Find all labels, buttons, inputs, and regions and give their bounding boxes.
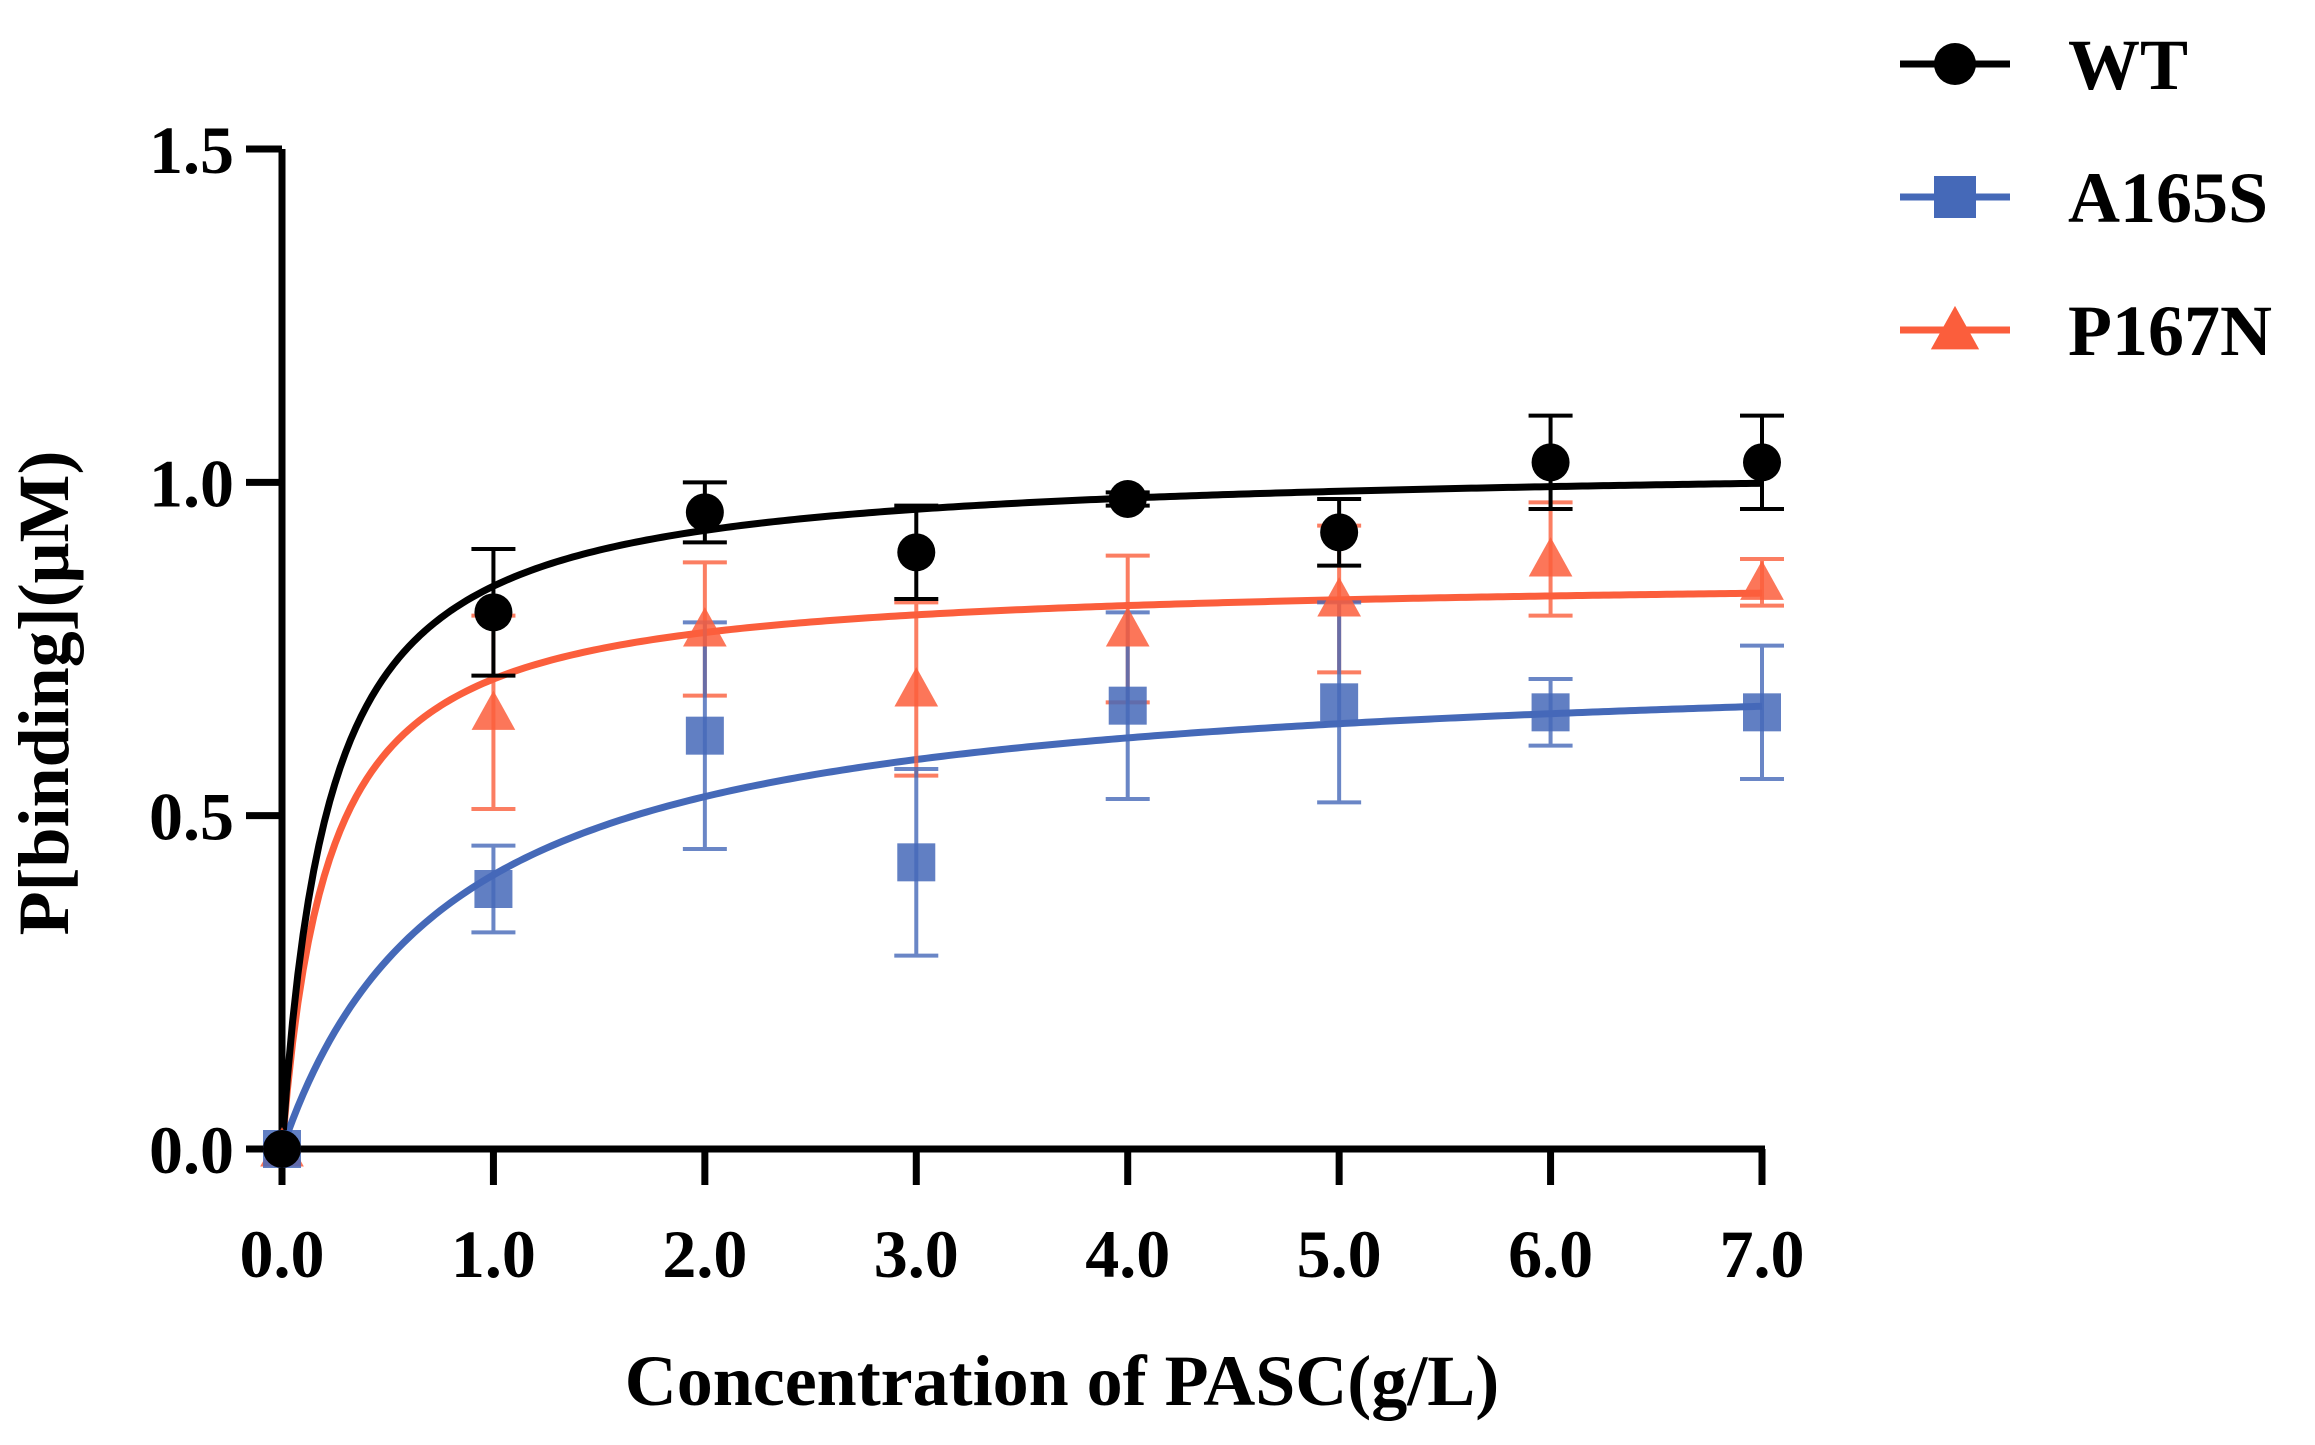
legend-item-wt: WT bbox=[1900, 25, 2188, 105]
y-tick-label: 0.5 bbox=[149, 779, 234, 855]
x-axis-ticks: 0.0 1.0 2.0 3.0 4.0 5.0 6.0 7.0 bbox=[240, 1149, 1805, 1292]
data-point-p167n bbox=[1528, 537, 1573, 577]
data-point-wt bbox=[1320, 513, 1359, 552]
data-point-a165s bbox=[685, 716, 724, 755]
data-point-a165s bbox=[897, 843, 936, 882]
data-point-p167n bbox=[1105, 607, 1150, 647]
data-point-wt bbox=[474, 593, 513, 632]
data-point-wt bbox=[263, 1130, 301, 1168]
x-tick-label: 0.0 bbox=[240, 1216, 325, 1292]
x-tick-label: 3.0 bbox=[874, 1216, 959, 1292]
x-axis-title: Concentration of PASC(g/L) bbox=[625, 1341, 1500, 1421]
y-tick-label: 1.5 bbox=[149, 112, 234, 188]
y-tick-label: 0.0 bbox=[149, 1112, 234, 1188]
data-point-a165s bbox=[1743, 693, 1781, 732]
legend-marker-wt bbox=[1934, 43, 1976, 85]
legend-item-a165s: A165S bbox=[1900, 158, 2268, 238]
data-point-wt bbox=[1108, 480, 1147, 518]
data-point-p167n bbox=[683, 607, 727, 647]
x-tick-label: 5.0 bbox=[1297, 1216, 1382, 1292]
data-point-p167n bbox=[894, 667, 939, 707]
legend: WT A165S P167N bbox=[1900, 25, 2272, 371]
data-point-wt bbox=[897, 533, 936, 572]
legend-label-wt: WT bbox=[2068, 25, 2188, 105]
fit-curve-p167n bbox=[278, 589, 1763, 1150]
data-point-wt bbox=[685, 493, 724, 532]
x-tick-label: 1.0 bbox=[451, 1216, 536, 1292]
y-axis-ticks: 0.0 0.5 1.0 1.5 bbox=[149, 112, 282, 1188]
fit-curve-wt bbox=[278, 479, 1763, 1150]
legend-item-p167n: P167N bbox=[1900, 291, 2272, 371]
x-tick-label: 6.0 bbox=[1508, 1216, 1593, 1292]
y-tick-label: 1.0 bbox=[149, 445, 234, 521]
fit-curve-a165s bbox=[278, 702, 1763, 1151]
data-point-a165s bbox=[1108, 686, 1147, 725]
data-point-wt bbox=[1743, 443, 1781, 482]
data-points bbox=[260, 443, 1784, 1168]
legend-label-p167n: P167N bbox=[2068, 291, 2272, 371]
x-tick-label: 7.0 bbox=[1720, 1216, 1805, 1292]
data-point-wt bbox=[1531, 443, 1570, 482]
data-point-p167n bbox=[471, 690, 516, 730]
data-point-a165s bbox=[1320, 683, 1359, 722]
y-axis-title: P[binding](μM) bbox=[4, 451, 84, 936]
data-point-p167n bbox=[1317, 577, 1361, 617]
data-point-a165s bbox=[1531, 693, 1570, 732]
data-point-a165s bbox=[474, 870, 513, 908]
x-tick-label: 4.0 bbox=[1085, 1216, 1170, 1292]
fit-curves bbox=[278, 479, 1763, 1151]
legend-marker-p167n bbox=[1930, 305, 1980, 350]
x-tick-label: 2.0 bbox=[662, 1216, 747, 1292]
axes: 0.0 0.5 1.0 1.5 0.0 1.0 2.0 3.0 4.0 5.0 6.0 7.0 bbox=[149, 112, 1805, 1292]
data-point-p167n bbox=[1740, 560, 1784, 600]
legend-marker-a165s bbox=[1934, 176, 1976, 218]
legend-label-a165s: A165S bbox=[2068, 158, 2268, 238]
